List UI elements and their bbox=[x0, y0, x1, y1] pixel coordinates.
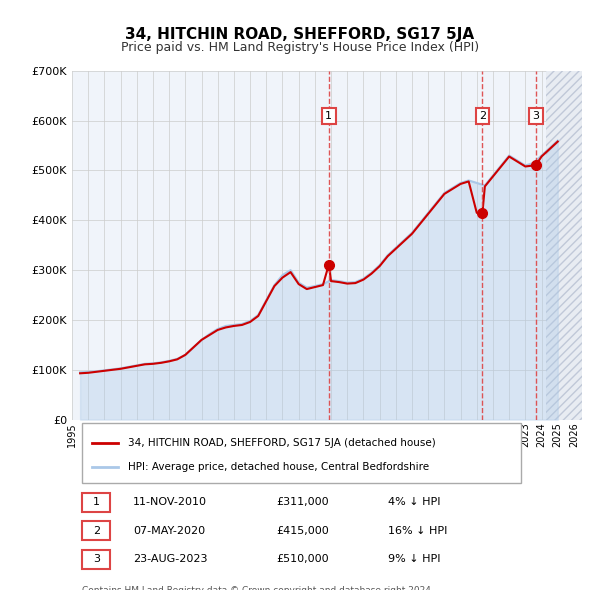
Text: £415,000: £415,000 bbox=[276, 526, 329, 536]
Text: Price paid vs. HM Land Registry's House Price Index (HPI): Price paid vs. HM Land Registry's House … bbox=[121, 41, 479, 54]
Text: 16% ↓ HPI: 16% ↓ HPI bbox=[388, 526, 448, 536]
Text: 34, HITCHIN ROAD, SHEFFORD, SG17 5JA: 34, HITCHIN ROAD, SHEFFORD, SG17 5JA bbox=[125, 27, 475, 41]
FancyBboxPatch shape bbox=[82, 550, 110, 569]
FancyBboxPatch shape bbox=[82, 521, 110, 540]
Text: 3: 3 bbox=[532, 111, 539, 121]
Text: 9% ↓ HPI: 9% ↓ HPI bbox=[388, 554, 440, 564]
Text: £510,000: £510,000 bbox=[276, 554, 329, 564]
Text: 2: 2 bbox=[479, 111, 486, 121]
Bar bbox=[547, 71, 582, 419]
Text: 4% ↓ HPI: 4% ↓ HPI bbox=[388, 497, 440, 507]
Text: HPI: Average price, detached house, Central Bedfordshire: HPI: Average price, detached house, Cent… bbox=[128, 462, 429, 472]
Text: 11-NOV-2010: 11-NOV-2010 bbox=[133, 497, 207, 507]
Text: 2: 2 bbox=[93, 526, 100, 536]
FancyBboxPatch shape bbox=[82, 423, 521, 483]
Text: £311,000: £311,000 bbox=[276, 497, 329, 507]
Text: 07-MAY-2020: 07-MAY-2020 bbox=[133, 526, 205, 536]
FancyBboxPatch shape bbox=[82, 493, 110, 512]
Text: 1: 1 bbox=[93, 497, 100, 507]
Text: Contains HM Land Registry data © Crown copyright and database right 2024.: Contains HM Land Registry data © Crown c… bbox=[82, 586, 434, 590]
Text: 3: 3 bbox=[93, 554, 100, 564]
Text: 34, HITCHIN ROAD, SHEFFORD, SG17 5JA (detached house): 34, HITCHIN ROAD, SHEFFORD, SG17 5JA (de… bbox=[128, 438, 436, 448]
Text: 23-AUG-2023: 23-AUG-2023 bbox=[133, 554, 208, 564]
Text: 1: 1 bbox=[325, 111, 332, 121]
